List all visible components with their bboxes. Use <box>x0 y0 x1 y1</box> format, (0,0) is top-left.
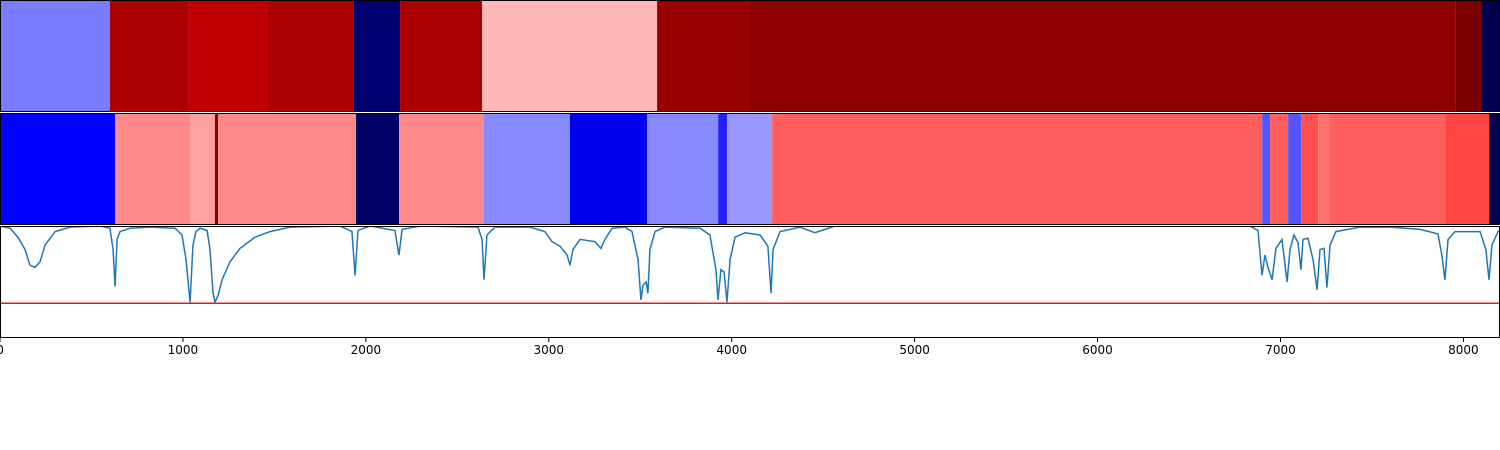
segment <box>718 113 728 225</box>
segment <box>772 113 1263 225</box>
segment <box>657 0 750 112</box>
segment <box>355 113 400 225</box>
x-tick-label: 1000 <box>168 343 199 357</box>
segment <box>190 113 215 225</box>
segment <box>1481 0 1500 112</box>
segment <box>214 113 219 225</box>
segment <box>1301 113 1319 225</box>
panel-frame <box>0 226 1500 338</box>
segment <box>1455 0 1482 112</box>
segment <box>0 113 116 225</box>
segment <box>353 0 401 112</box>
x-tick-label: 6000 <box>1082 343 1113 357</box>
segment <box>570 113 648 225</box>
segment <box>399 113 485 225</box>
segment <box>484 113 570 225</box>
segment <box>267 0 354 112</box>
data-line <box>0 226 1500 305</box>
segment <box>1262 113 1271 225</box>
x-tick-label: 8000 <box>1448 343 1479 357</box>
segment <box>1318 113 1330 225</box>
x-tick-label: 5000 <box>899 343 930 357</box>
segment <box>218 113 356 225</box>
x-tick-label: 3000 <box>534 343 565 357</box>
segment <box>109 0 189 112</box>
segment <box>0 0 110 112</box>
segment <box>1445 113 1490 225</box>
segment <box>727 113 773 225</box>
x-tick-label: 0 <box>0 343 4 357</box>
segment <box>1288 113 1302 225</box>
x-tick-label: 7000 <box>1265 343 1296 357</box>
segment <box>1489 113 1500 225</box>
segment <box>750 0 1456 112</box>
segment <box>647 113 719 225</box>
segment <box>1329 113 1446 225</box>
x-tick-label: 4000 <box>716 343 747 357</box>
x-tick-label: 2000 <box>351 343 382 357</box>
segment <box>482 0 658 112</box>
segment <box>188 0 268 112</box>
segment <box>115 113 191 225</box>
segment <box>400 0 483 112</box>
segment <box>1270 113 1289 225</box>
